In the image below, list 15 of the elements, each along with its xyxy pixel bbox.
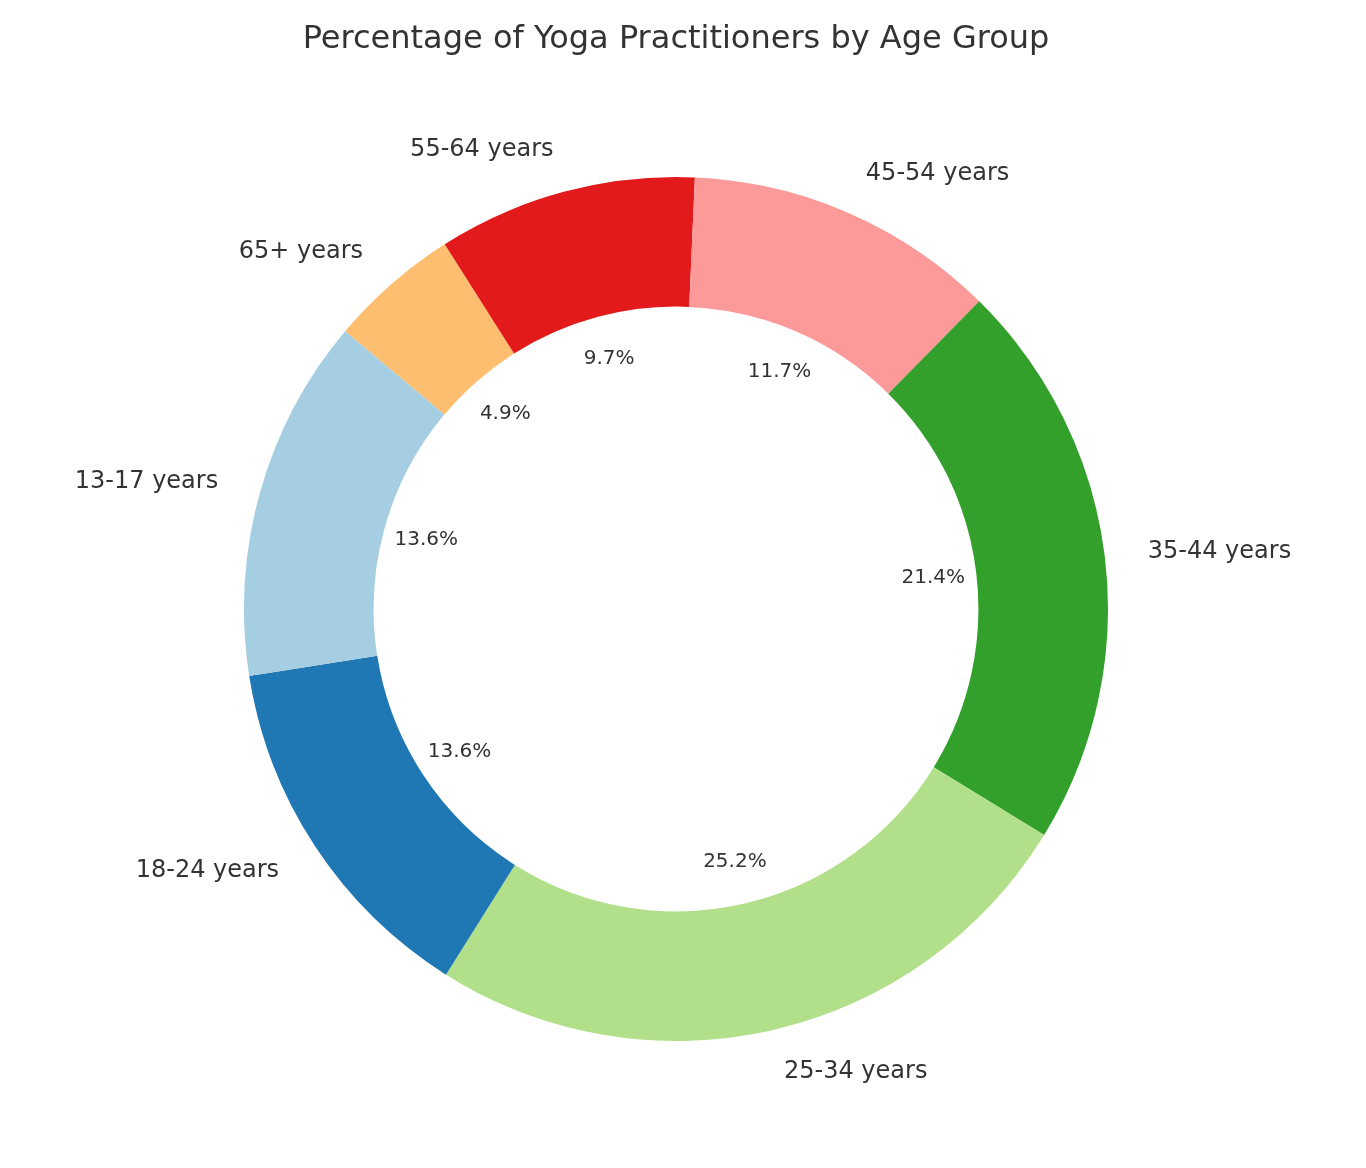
slice-label: 55-64 years xyxy=(410,134,554,163)
slice-label: 35-44 years xyxy=(1147,535,1292,564)
data-label: 4.9% xyxy=(479,400,531,425)
data-label: 13.6% xyxy=(394,525,459,550)
data-label: 11.7% xyxy=(747,357,812,382)
data-label: 13.6% xyxy=(427,737,492,762)
slice-label: 45-54 years xyxy=(865,157,1010,186)
data-label: 9.7% xyxy=(583,344,635,369)
chart-title: Percentage of Yoga Practitioners by Age Group xyxy=(302,18,1050,57)
slice-label: 65+ years xyxy=(238,235,364,264)
slice-label: 25-34 years xyxy=(784,1056,928,1084)
data-label: 21.4% xyxy=(901,563,966,588)
data-label: 25.2% xyxy=(703,847,767,872)
slice-label: 18-24 years xyxy=(135,854,280,883)
slice-label: 13-17 years xyxy=(74,465,219,494)
